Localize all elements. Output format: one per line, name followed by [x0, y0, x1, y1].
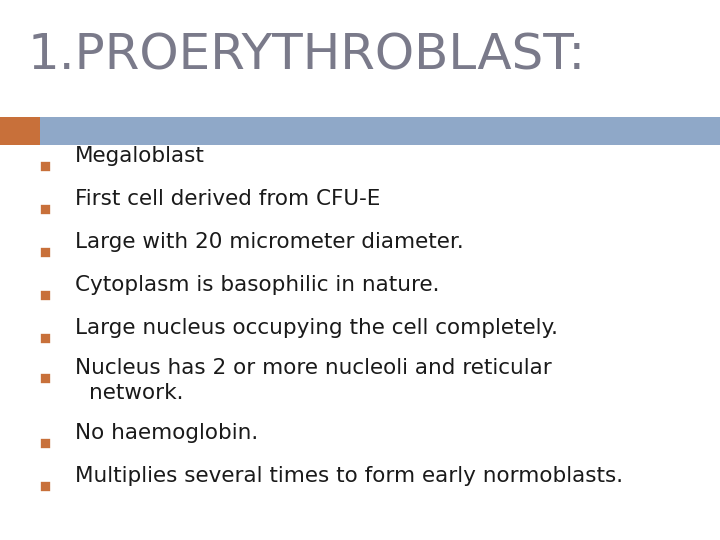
Text: Cytoplasm is basophilic in nature.: Cytoplasm is basophilic in nature.: [75, 275, 439, 295]
Bar: [40, 204, 50, 214]
Bar: [40, 481, 50, 491]
Bar: [0, 117, 40, 145]
Text: Large nucleus occupying the cell completely.: Large nucleus occupying the cell complet…: [75, 318, 558, 338]
Bar: [40, 246, 50, 258]
Bar: [40, 437, 50, 449]
Text: Nucleus has 2 or more nucleoli and reticular: Nucleus has 2 or more nucleoli and retic…: [75, 358, 552, 378]
Text: Megaloblast: Megaloblast: [75, 146, 205, 166]
Text: network.: network.: [89, 383, 184, 403]
Bar: [40, 333, 50, 343]
Text: First cell derived from CFU-E: First cell derived from CFU-E: [75, 189, 380, 209]
Bar: [40, 117, 720, 145]
Text: Large with 20 micrometer diameter.: Large with 20 micrometer diameter.: [75, 232, 464, 252]
Text: No haemoglobin.: No haemoglobin.: [75, 423, 258, 443]
Text: 1.PROERYTHROBLAST:: 1.PROERYTHROBLAST:: [28, 32, 586, 80]
Bar: [40, 373, 50, 383]
Bar: [40, 160, 50, 172]
Text: Multiplies several times to form early normoblasts.: Multiplies several times to form early n…: [75, 466, 623, 486]
Bar: [40, 289, 50, 300]
